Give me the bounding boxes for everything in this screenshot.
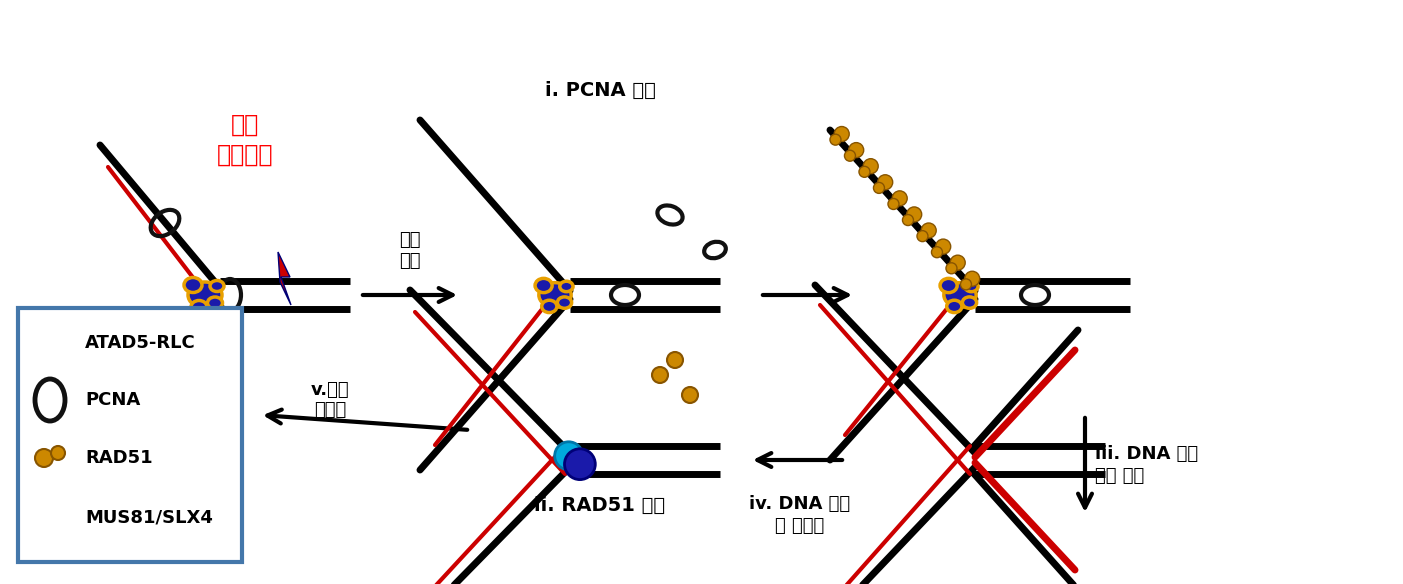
Circle shape — [888, 199, 899, 210]
Circle shape — [35, 449, 53, 467]
Circle shape — [51, 446, 65, 460]
Ellipse shape — [208, 297, 223, 309]
Ellipse shape — [944, 283, 976, 307]
Circle shape — [666, 352, 683, 368]
Circle shape — [902, 214, 913, 225]
Text: 복제
중지: 복제 중지 — [400, 231, 421, 270]
Ellipse shape — [58, 345, 69, 354]
Circle shape — [849, 142, 864, 158]
Text: iv. DNA 절단
및 재조합: iv. DNA 절단 및 재조합 — [749, 495, 850, 535]
Text: i. PCNA 분리: i. PCNA 분리 — [544, 81, 655, 99]
Circle shape — [936, 239, 951, 254]
Ellipse shape — [940, 279, 957, 293]
Circle shape — [43, 507, 69, 534]
Circle shape — [845, 150, 856, 161]
Circle shape — [859, 166, 870, 178]
Text: 복제
스트레스: 복제 스트레스 — [216, 113, 274, 167]
Ellipse shape — [38, 329, 52, 341]
Ellipse shape — [947, 300, 962, 312]
Ellipse shape — [191, 301, 208, 314]
Ellipse shape — [560, 281, 572, 291]
Text: PCNA: PCNA — [86, 391, 140, 409]
Circle shape — [652, 367, 668, 383]
FancyBboxPatch shape — [18, 308, 241, 562]
Circle shape — [946, 263, 957, 274]
Text: iii. DNA 구조
변화 유도: iii. DNA 구조 변화 유도 — [1094, 445, 1198, 485]
Ellipse shape — [557, 297, 571, 308]
Circle shape — [874, 182, 884, 193]
Polygon shape — [278, 252, 290, 305]
Ellipse shape — [184, 277, 202, 293]
Text: ATAD5-RLC: ATAD5-RLC — [86, 334, 196, 352]
Circle shape — [554, 442, 582, 470]
Circle shape — [922, 223, 936, 238]
Ellipse shape — [962, 297, 976, 308]
Circle shape — [965, 271, 979, 286]
Ellipse shape — [59, 331, 70, 340]
Circle shape — [892, 191, 908, 206]
Circle shape — [878, 175, 892, 190]
Text: ii. RAD51 소집: ii. RAD51 소집 — [535, 495, 665, 515]
Circle shape — [564, 449, 595, 479]
Text: MUS81/SLX4: MUS81/SLX4 — [86, 508, 213, 526]
Circle shape — [682, 387, 699, 403]
Circle shape — [863, 159, 878, 173]
Ellipse shape — [43, 347, 56, 358]
Circle shape — [950, 255, 965, 270]
Ellipse shape — [539, 283, 571, 307]
Circle shape — [35, 502, 59, 526]
Circle shape — [831, 134, 840, 145]
Text: RAD51: RAD51 — [86, 449, 153, 467]
Circle shape — [906, 207, 922, 222]
Ellipse shape — [188, 282, 222, 308]
Circle shape — [961, 279, 971, 290]
Ellipse shape — [210, 280, 224, 291]
Ellipse shape — [965, 281, 978, 291]
Circle shape — [932, 246, 943, 258]
Ellipse shape — [542, 300, 557, 312]
Circle shape — [835, 127, 849, 141]
Text: v.복제
재시작: v.복제 재시작 — [310, 381, 349, 419]
Circle shape — [918, 231, 927, 242]
Ellipse shape — [535, 279, 553, 293]
Ellipse shape — [42, 333, 69, 353]
